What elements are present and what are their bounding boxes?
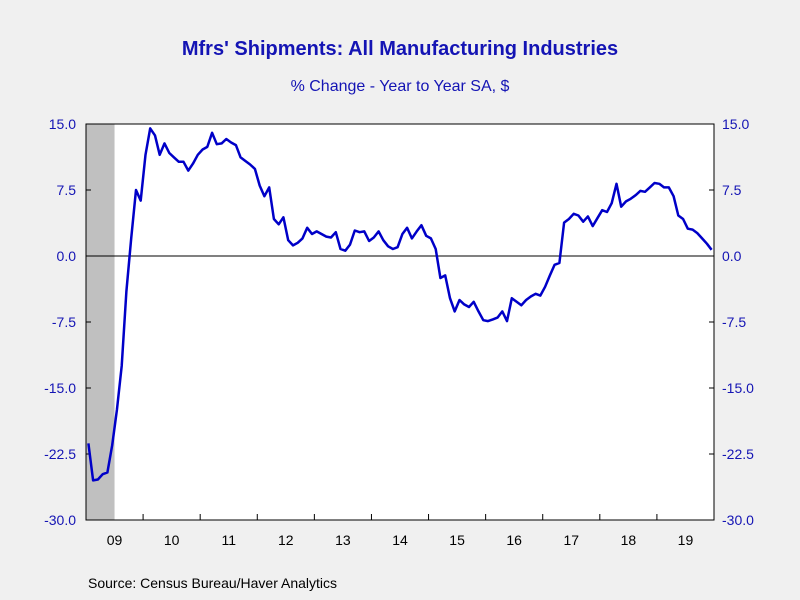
y-tick-label-left: 15.0 bbox=[49, 116, 76, 132]
x-tick-label: 11 bbox=[221, 532, 236, 548]
y-tick-label-left: 7.5 bbox=[57, 182, 77, 198]
x-tick-label: 13 bbox=[335, 532, 351, 548]
source-note: Source: Census Bureau/Haver Analytics bbox=[88, 575, 338, 591]
y-tick-label-left: -22.5 bbox=[44, 446, 76, 462]
x-tick-label: 19 bbox=[678, 532, 694, 548]
x-tick-label: 09 bbox=[107, 532, 123, 548]
chart-title: Mfrs' Shipments: All Manufacturing Indus… bbox=[181, 38, 619, 60]
y-tick-label-right: 15.0 bbox=[722, 116, 749, 132]
x-tick-label: 10 bbox=[164, 532, 180, 548]
y-tick-label-right: 7.5 bbox=[722, 182, 742, 198]
x-tick-label: 15 bbox=[449, 532, 465, 548]
plot-area bbox=[86, 124, 714, 520]
y-tick-label-right: 0.0 bbox=[722, 248, 742, 264]
y-tick-label-left: -15.0 bbox=[44, 380, 76, 396]
x-tick-label: 16 bbox=[506, 532, 522, 548]
y-tick-label-left: 0.0 bbox=[57, 248, 77, 264]
y-tick-label-left: -7.5 bbox=[52, 314, 76, 330]
chart-subtitle: % Change - Year to Year SA, $ bbox=[290, 78, 510, 95]
y-tick-label-left: -30.0 bbox=[44, 512, 76, 528]
y-tick-label-right: -22.5 bbox=[722, 446, 754, 462]
x-tick-label: 18 bbox=[621, 532, 637, 548]
series-line bbox=[87, 127, 713, 482]
x-tick-label: 12 bbox=[278, 532, 294, 548]
y-tick-label-right: -30.0 bbox=[722, 512, 754, 528]
y-tick-label-right: -7.5 bbox=[722, 314, 746, 330]
y-tick-label-right: -15.0 bbox=[722, 380, 754, 396]
x-tick-label: 14 bbox=[392, 532, 408, 548]
x-tick-label: 17 bbox=[563, 532, 579, 548]
